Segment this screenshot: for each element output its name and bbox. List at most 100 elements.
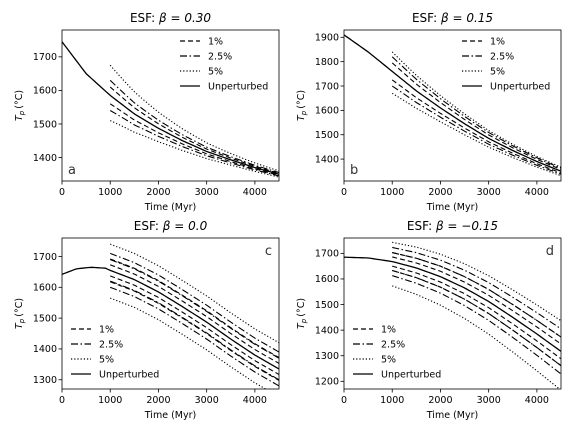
y-label-main: T bbox=[14, 114, 25, 121]
legend-label: 1% bbox=[99, 324, 114, 335]
panel-letter: b bbox=[350, 163, 358, 178]
panel-b: ESF: β = 0.15 0 1000 2000 3000 4000 1400 1500 16… bbox=[296, 11, 562, 213]
curves bbox=[344, 241, 561, 389]
x-tick-label: 3000 bbox=[477, 187, 501, 198]
legend-label: Unperturbed bbox=[490, 81, 550, 92]
series-line-5pct bbox=[392, 241, 561, 322]
y-tick-label: 1800 bbox=[315, 57, 339, 68]
x-tick-label: 4000 bbox=[243, 395, 267, 406]
legend-label: Unperturbed bbox=[381, 369, 441, 380]
curves bbox=[62, 243, 279, 389]
panel-title: ESF: β = 0.30 bbox=[130, 11, 211, 25]
y-label-unit: (°C) bbox=[14, 298, 25, 317]
y-label-sub: p bbox=[18, 110, 26, 116]
series-line-1pct bbox=[110, 264, 279, 364]
series-line-1pct bbox=[392, 265, 561, 360]
series-line-2-5pct bbox=[392, 275, 561, 375]
panel-a: ESF: β = 0.30 0 1000 2000 3000 4000 1400 1500 16… bbox=[14, 11, 280, 213]
y-tick-label: 1200 bbox=[315, 377, 339, 388]
curves bbox=[62, 41, 279, 178]
x-axis-label: Time (Myr) bbox=[144, 202, 196, 213]
x-tick-label: 1000 bbox=[380, 187, 404, 198]
y-tick-label: 1600 bbox=[33, 86, 57, 97]
series-line-2-5pct bbox=[392, 269, 561, 367]
series-line-2-5pct bbox=[110, 252, 279, 353]
x-tick-label: 0 bbox=[59, 395, 65, 406]
panel-title: ESF: β = −0.15 bbox=[407, 219, 498, 233]
title-beta: β = −0.15 bbox=[435, 219, 498, 233]
title-prefix: ESF: bbox=[130, 11, 159, 25]
panel-letter: d bbox=[546, 244, 554, 259]
y-tick-label: 1500 bbox=[33, 119, 57, 130]
y-tick-label: 1400 bbox=[315, 325, 339, 336]
series-line-2-5pct bbox=[392, 246, 561, 330]
title-prefix: ESF: bbox=[407, 219, 436, 233]
y-tick-label: 1300 bbox=[33, 375, 57, 386]
axes-frame bbox=[343, 237, 562, 390]
panel-title: ESF: β = 0.15 bbox=[412, 11, 493, 25]
y-tick-label: 1500 bbox=[315, 300, 339, 311]
x-tick-label: 0 bbox=[341, 395, 347, 406]
series-line-unperturbed bbox=[62, 266, 279, 370]
y-tick-label: 1700 bbox=[315, 249, 339, 260]
y-label-unit: (°C) bbox=[296, 298, 307, 317]
title-beta: β = 0.0 bbox=[162, 219, 208, 233]
series-line-2-5pct bbox=[391, 85, 561, 175]
y-tick-label: 1400 bbox=[33, 153, 57, 164]
x-tick-label: 3000 bbox=[195, 395, 219, 406]
y-axis-label: Tp(°C) bbox=[14, 90, 26, 121]
series-line-2-5pct bbox=[110, 280, 279, 381]
x-tick-label: 0 bbox=[59, 187, 65, 198]
y-label-unit: (°C) bbox=[14, 90, 25, 109]
panel-c: ESF: β = 0.0 0 1000 2000 3000 4000 1300 1400 150… bbox=[14, 219, 280, 421]
series-line-5pct bbox=[391, 51, 561, 168]
legend-label: 1% bbox=[381, 324, 396, 335]
series-line-2-5pct bbox=[110, 259, 279, 359]
series-line-1pct bbox=[392, 256, 561, 345]
x-tick-label: 4000 bbox=[525, 187, 549, 198]
panel-letter: c bbox=[265, 244, 272, 259]
series-line-1pct bbox=[110, 275, 279, 375]
series-line-5pct bbox=[110, 243, 279, 344]
axes-frame bbox=[61, 237, 280, 390]
legend: 1% 2.5% 5% Unperturbed bbox=[180, 36, 268, 92]
series-line-1pct bbox=[110, 258, 279, 359]
legend-label: 5% bbox=[99, 354, 114, 365]
series-line-2-5pct bbox=[109, 79, 279, 174]
legend-label: 1% bbox=[490, 36, 505, 47]
y-tick-label: 1700 bbox=[315, 81, 339, 92]
curves bbox=[344, 34, 561, 177]
y-tick-label: 1700 bbox=[33, 252, 57, 263]
y-tick-label: 1600 bbox=[315, 274, 339, 285]
y-tick-label: 1400 bbox=[315, 154, 339, 165]
y-tick-label: 1600 bbox=[315, 106, 339, 117]
y-tick-label: 1300 bbox=[315, 351, 339, 362]
legend-label: Unperturbed bbox=[99, 369, 159, 380]
series-line-5pct bbox=[391, 92, 561, 177]
series-line-1pct bbox=[109, 103, 279, 176]
panel-letter: a bbox=[68, 163, 76, 178]
y-axis-label: Tp(°C) bbox=[296, 298, 308, 329]
x-tick-label: 2000 bbox=[428, 395, 452, 406]
x-tick-label: 2000 bbox=[428, 187, 452, 198]
legend: 1% 2.5% 5% Unperturbed bbox=[353, 324, 441, 380]
title-beta: β = 0.30 bbox=[158, 11, 211, 25]
legend-label: 5% bbox=[381, 354, 396, 365]
legend: 1% 2.5% 5% Unperturbed bbox=[71, 324, 159, 380]
series-line-5pct bbox=[109, 120, 279, 178]
series-line-2-5pct bbox=[110, 286, 279, 387]
axes-frame bbox=[343, 29, 562, 182]
x-tick-label: 2000 bbox=[146, 395, 170, 406]
series-line-2-5pct bbox=[392, 252, 561, 338]
series-line-unperturbed bbox=[344, 34, 561, 172]
y-axis-label: Tp(°C) bbox=[14, 298, 26, 329]
y-label-sub: p bbox=[300, 318, 308, 324]
axes-frame bbox=[61, 29, 280, 182]
series-line-2-5pct bbox=[109, 110, 279, 177]
y-label-sub: p bbox=[18, 318, 26, 324]
x-tick-label: 4000 bbox=[243, 187, 267, 198]
legend-label: 5% bbox=[490, 66, 505, 77]
x-tick-label: 1000 bbox=[98, 395, 122, 406]
